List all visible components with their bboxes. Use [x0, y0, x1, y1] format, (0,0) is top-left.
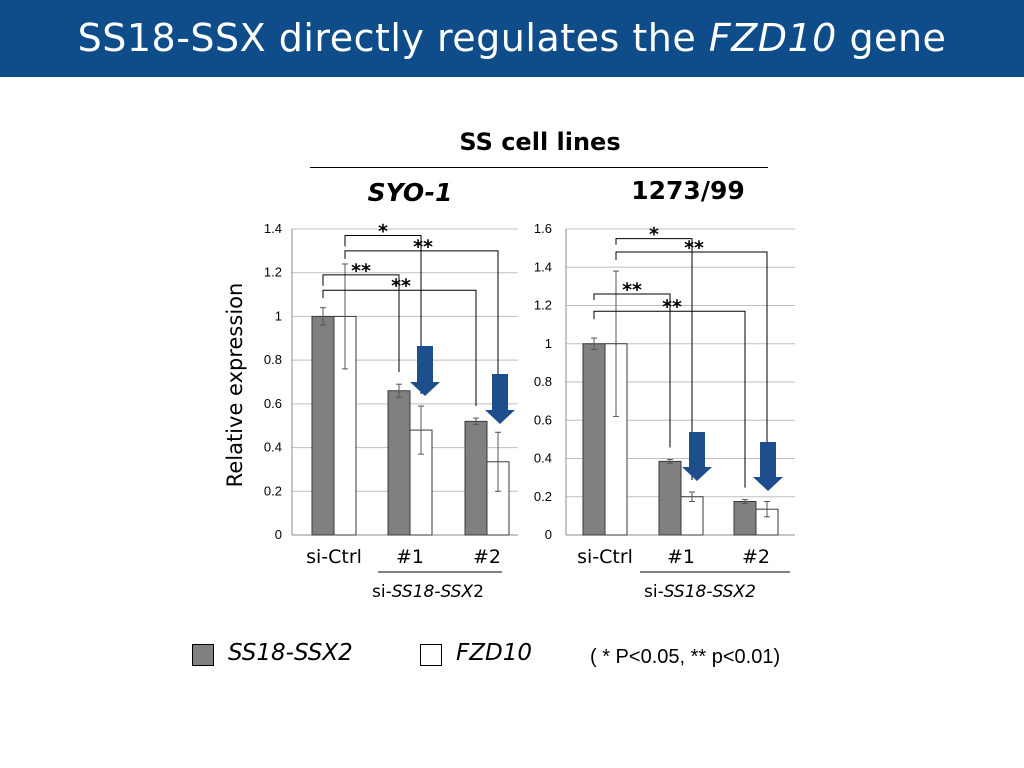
- y-tick-label: 1.2: [534, 298, 552, 313]
- error-bar: [396, 383, 402, 398]
- bar-fzd10: [680, 496, 704, 536]
- chart-panel-1: 00.20.40.60.811.21.41.6 *******si-Ctrl #1 #…: [534, 221, 795, 602]
- significance-label: **: [413, 236, 433, 258]
- y-tick-label: 0.2: [534, 489, 552, 504]
- significance-label: **: [662, 296, 682, 318]
- y-tick-label: 0: [545, 527, 552, 542]
- significance-label: **: [622, 279, 642, 301]
- bar-ss18-ssx2: [311, 315, 335, 536]
- significance-label: *: [649, 224, 659, 246]
- y-tick-label: 0: [275, 527, 282, 542]
- significance-bracket: **: [322, 275, 477, 407]
- significance-bracket: **: [593, 279, 671, 448]
- category-group-label: si-SS18-SSX2: [644, 582, 756, 602]
- chart-panel-0: 00.20.40.60.811.21.4 *******si-Ctrl #1 #2si…: [264, 221, 518, 602]
- significance-note: ( * P<0.05, ** p<0.01): [590, 646, 781, 668]
- significance-bracket: *: [615, 224, 693, 480]
- y-tick-label: 1.4: [534, 259, 552, 274]
- x-category-label: #2: [742, 546, 770, 568]
- significance-label: *: [378, 221, 388, 243]
- x-category-label: si-Ctrl: [306, 546, 362, 568]
- bar-ss18-ssx2: [387, 390, 411, 536]
- slide-title-prefix: SS18-SSX directly regulates the: [77, 16, 709, 60]
- error-bar: [667, 458, 673, 464]
- y-tick-label: 0.4: [534, 451, 552, 466]
- x-category-label: #2: [473, 546, 501, 568]
- group-header: SS cell lines: [459, 128, 621, 156]
- down-arrow-icon: [485, 374, 515, 424]
- x-category-label: si-Ctrl: [577, 546, 633, 568]
- x-category-label: #1: [396, 546, 424, 568]
- y-tick-label: 1: [545, 336, 552, 351]
- significance-label: **: [684, 237, 704, 259]
- error-bar: [591, 337, 597, 350]
- x-category-label: #1: [667, 546, 695, 568]
- slide-title: SS18-SSX directly regulates the FZD10 ge…: [0, 12, 1024, 64]
- y-tick-label: 0.2: [264, 483, 282, 498]
- y-tick-label: 1: [275, 308, 282, 323]
- significance-bracket: **: [593, 296, 746, 488]
- down-arrow-icon: [682, 432, 712, 481]
- legend-swatch-fzd10: [420, 644, 442, 666]
- significance-bracket: *: [344, 221, 422, 395]
- bar-ss18-ssx2: [464, 420, 488, 536]
- bar-ss18-ssx2: [658, 460, 682, 536]
- error-bar: [320, 307, 326, 326]
- y-tick-label: 0.4: [264, 440, 282, 455]
- down-arrow-icon: [753, 442, 783, 491]
- error-bar: [764, 501, 770, 518]
- significance-bracket: **: [344, 236, 499, 421]
- error-bar: [689, 491, 695, 503]
- significance-label: **: [351, 260, 371, 282]
- error-bar: [473, 417, 479, 426]
- error-bar: [418, 405, 424, 455]
- legend-swatch-ss18-ssx2: [192, 644, 214, 666]
- significance-label: **: [391, 275, 411, 297]
- slide-title-gene: FZD10: [708, 16, 837, 60]
- y-tick-label: 1.2: [264, 265, 282, 280]
- y-tick-label: 0.8: [534, 374, 552, 389]
- y-tick-label: 1.4: [264, 221, 282, 236]
- y-tick-label: 0.8: [264, 352, 282, 367]
- error-bar: [495, 431, 501, 492]
- y-tick-label: 0.6: [534, 412, 552, 427]
- significance-bracket: **: [322, 260, 400, 373]
- down-arrow-icon: [410, 346, 440, 396]
- significance-bracket: **: [615, 237, 768, 490]
- bar-ss18-ssx2: [733, 501, 757, 536]
- y-tick-label: 1.6: [534, 221, 552, 236]
- legend-label-ss18-ssx2: SS18-SSX2: [228, 640, 353, 666]
- slide-title-suffix: gene: [836, 16, 947, 60]
- group-header-rule: [310, 167, 768, 168]
- error-bar: [613, 270, 619, 417]
- error-bar: [342, 263, 348, 370]
- bar-ss18-ssx2: [582, 343, 606, 536]
- panel-title-1273-99: 1273/99: [631, 176, 745, 205]
- panel-title-syo1: SYO-1: [367, 178, 453, 207]
- title-bar: [0, 0, 1024, 77]
- category-group-label: si-SS18-SSX2: [372, 582, 484, 602]
- y-tick-label: 0.6: [264, 396, 282, 411]
- legend-label-fzd10: FZD10: [456, 640, 532, 666]
- error-bar: [742, 499, 748, 504]
